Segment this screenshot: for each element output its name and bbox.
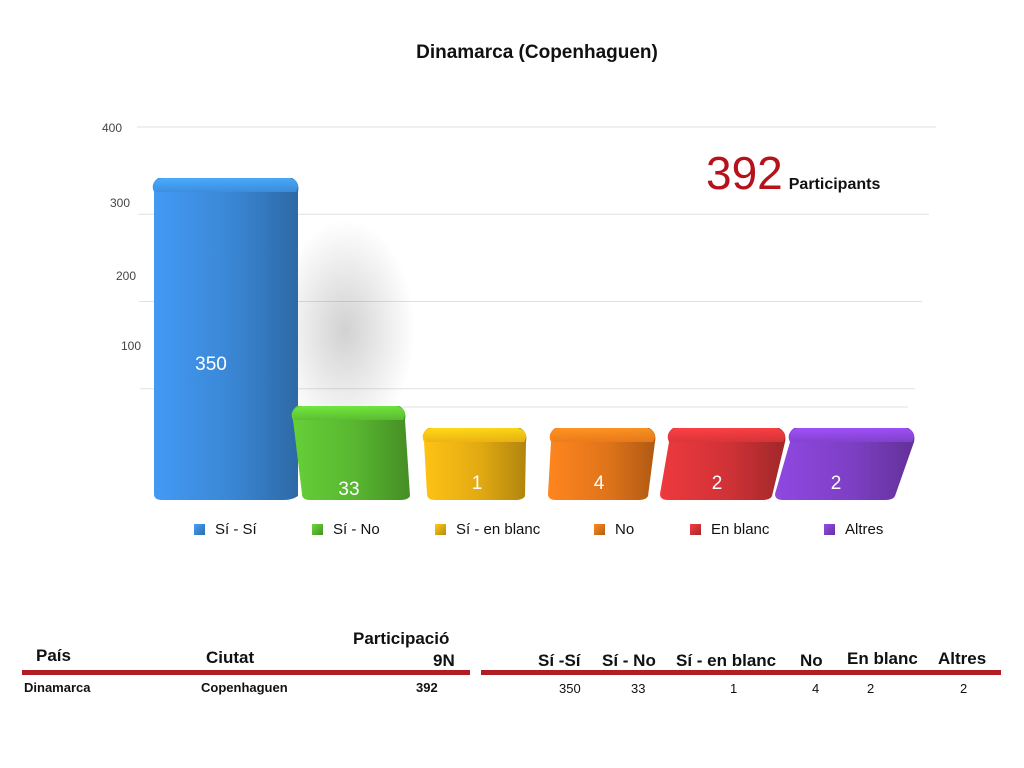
cell-ciutat: Copenhaguen [201, 680, 288, 695]
legend-swatch [824, 524, 835, 535]
cell-no: 4 [812, 681, 820, 696]
y-tick-label: 300 [110, 196, 130, 210]
bar-body [152, 178, 299, 500]
bar-body [548, 428, 656, 500]
bar-body [422, 428, 527, 500]
bar-top [551, 428, 655, 442]
bar-si-en-blanc [422, 428, 527, 500]
legend-swatch [194, 524, 205, 535]
bar-top [424, 428, 526, 442]
cell-si-si: 350 [559, 681, 581, 696]
header-si-en-blanc: Sí - en blanc [676, 651, 777, 670]
table-rule-right [481, 670, 1001, 675]
header-si-si: Sí -Sí [538, 651, 581, 670]
bar-top [790, 428, 914, 442]
chart-title: Dinamarca (Copenhaguen) [416, 42, 658, 63]
cell-en-blanc: 2 [867, 681, 875, 696]
cell-si-en-blanc: 1 [730, 681, 738, 696]
header-altres: Altres [938, 649, 987, 668]
legend-label: Altres [845, 521, 884, 538]
y-tick-label: 400 [102, 121, 122, 135]
participants-count: 392 [706, 147, 783, 199]
header-en-blanc: En blanc [847, 649, 918, 668]
table-rule-left [22, 670, 470, 675]
bar-en-blanc [660, 428, 786, 500]
legend-item-si-no: Sí - No [312, 521, 380, 538]
cell-pais: Dinamarca [24, 680, 91, 695]
header-no: No [800, 651, 823, 670]
bar-shadow [275, 220, 415, 440]
cell-participacio: 392 [416, 680, 438, 695]
bar-value-label: 4 [594, 473, 605, 494]
bar-value-label: 2 [712, 473, 723, 494]
y-tick-label: 200 [116, 269, 136, 283]
legend-label: Sí - Sí [215, 521, 257, 538]
bar-top [154, 178, 298, 192]
legend-label: En blanc [711, 521, 770, 538]
legend-item-en-blanc: En blanc [690, 521, 769, 538]
legend-label: Sí - en blanc [456, 521, 541, 538]
bar-no [548, 428, 656, 500]
legend-swatch [312, 524, 323, 535]
participants-label: Participants [788, 176, 881, 193]
bar-si-no [291, 406, 410, 500]
bar-si-si [152, 178, 299, 500]
bar-body [775, 428, 915, 500]
cell-si-no: 33 [631, 681, 646, 696]
bar-value-label: 2 [831, 473, 842, 494]
bar-top [669, 428, 785, 442]
bar-top [293, 406, 405, 420]
legend-item-si-en-blanc: Sí - en blanc [435, 521, 540, 538]
participants-summary: 392 Participants [706, 146, 880, 200]
legend-item-si-si: Sí - Sí [194, 521, 257, 538]
header-pais: País [36, 646, 71, 665]
legend-swatch [435, 524, 446, 535]
legend-label: Sí - No [333, 521, 380, 538]
bar-value-label: 350 [195, 354, 227, 375]
legend-item-no: No [594, 521, 634, 538]
legend-swatch [594, 524, 605, 535]
header-si-no: Sí - No [602, 651, 656, 670]
header-9n: 9N [433, 651, 455, 670]
legend-label: No [615, 521, 635, 538]
bar-body [291, 406, 410, 500]
header-ciutat: Ciutat [206, 648, 255, 667]
legend-item-altres: Altres [824, 521, 883, 538]
header-participacio: Participació [353, 629, 450, 648]
cell-altres: 2 [960, 681, 968, 696]
y-tick-label: 100 [121, 339, 141, 353]
bar-value-label: 33 [338, 479, 359, 500]
bar-value-label: 1 [472, 473, 483, 494]
bar-altres [775, 428, 915, 500]
bar-body [660, 428, 786, 500]
legend-swatch [690, 524, 701, 535]
